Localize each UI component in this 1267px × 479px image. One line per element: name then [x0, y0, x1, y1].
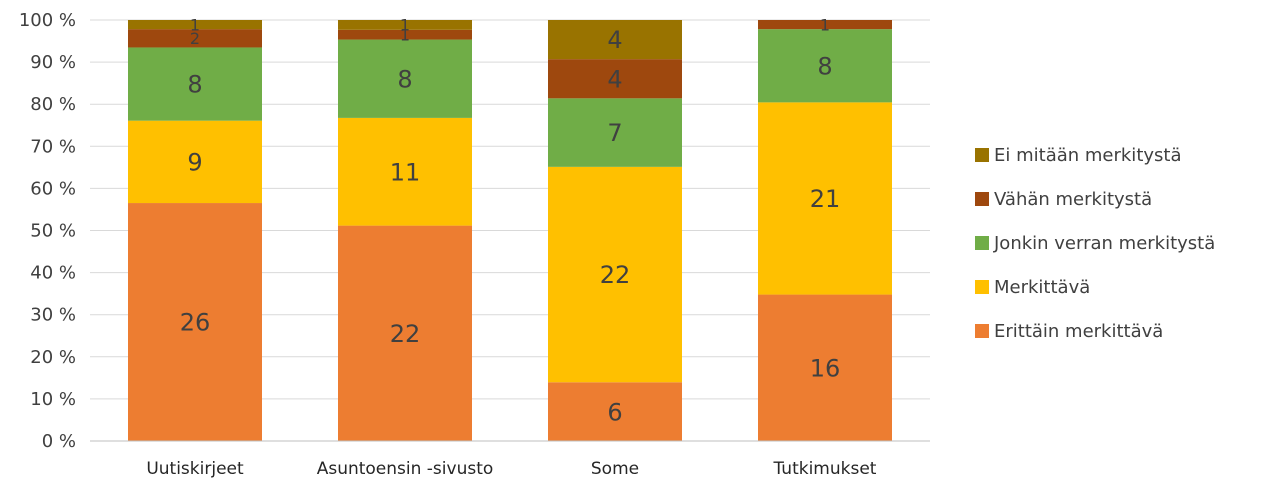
y-tick-label: 40 % — [30, 263, 76, 284]
data-label: 2 — [190, 29, 200, 48]
data-label: 21 — [810, 185, 841, 213]
bar-segment — [128, 29, 262, 48]
x-category-label: Some — [591, 459, 639, 479]
legend-swatch — [975, 148, 989, 162]
y-tick-label: 20 % — [30, 347, 76, 368]
bar-segment — [338, 117, 472, 226]
bar-segment — [758, 20, 892, 30]
x-category-label: Asuntoensin -sivusto — [317, 459, 494, 479]
y-tick-label: 10 % — [30, 389, 76, 410]
x-category-label: Uutiskirjeet — [146, 459, 244, 479]
data-label: 8 — [397, 65, 412, 93]
data-label: 4 — [607, 65, 622, 93]
data-label: 4 — [607, 26, 622, 54]
data-label: 7 — [607, 119, 622, 147]
y-tick-label: 30 % — [30, 305, 76, 326]
bar-segment — [548, 20, 682, 60]
data-label: 1 — [400, 25, 410, 44]
data-label: 1 — [400, 16, 410, 35]
bar-segment — [758, 102, 892, 295]
legend-label: Ei mitään merkitystä — [994, 145, 1182, 166]
y-tick-label: 100 % — [19, 10, 76, 31]
axes: 0 % 10 % 20 % 30 % 40 % 50 % 60 % 70 % 80 % 90 % 1… — [19, 10, 930, 479]
legend-label: Erittäin merkittävä — [994, 321, 1163, 342]
data-label: 6 — [607, 398, 622, 426]
legend-swatch — [975, 192, 989, 206]
data-label: 9 — [187, 148, 202, 176]
data-label: 1 — [820, 15, 830, 34]
legend-label: Vähän merkitystä — [994, 189, 1152, 210]
y-tick-label: 0 % — [42, 431, 76, 452]
bars — [128, 20, 892, 441]
bar-segment — [128, 20, 262, 30]
data-label: 8 — [187, 71, 202, 99]
legend-label: Merkittävä — [994, 277, 1090, 298]
y-tick-label: 70 % — [30, 136, 76, 157]
y-tick-label: 80 % — [30, 94, 76, 115]
data-label: 22 — [390, 320, 421, 348]
bar-segment — [548, 98, 682, 167]
data-label: 1 — [190, 15, 200, 34]
data-label: 16 — [810, 354, 841, 382]
bar-segment — [548, 59, 682, 99]
legend-swatch — [975, 236, 989, 250]
bar-segment — [338, 225, 472, 441]
y-tick-label: 60 % — [30, 178, 76, 199]
bar-segment — [758, 294, 892, 441]
bar-segment — [548, 382, 682, 441]
bar-segment — [758, 29, 892, 103]
y-tick-label: 50 % — [30, 221, 76, 242]
legend-swatch — [975, 280, 989, 294]
data-label: 26 — [180, 309, 211, 337]
legend: Ei mitään merkitystä Vähän merkitystä Jonk… — [975, 145, 1215, 342]
bar-segment — [338, 29, 472, 40]
x-category-label: Tutkimukset — [773, 459, 877, 479]
legend-swatch — [975, 324, 989, 338]
data-label: 11 — [390, 158, 421, 186]
bar-segment — [548, 166, 682, 383]
legend-label: Jonkin verran merkitystä — [993, 233, 1215, 254]
bar-segment — [128, 203, 262, 441]
data-label: 22 — [600, 261, 631, 289]
data-label: 8 — [817, 52, 832, 80]
bar-segment — [338, 39, 472, 118]
y-tick-label: 90 % — [30, 52, 76, 73]
bar-segment — [338, 20, 472, 30]
bar-segment — [128, 120, 262, 204]
bar-segment — [128, 47, 262, 121]
